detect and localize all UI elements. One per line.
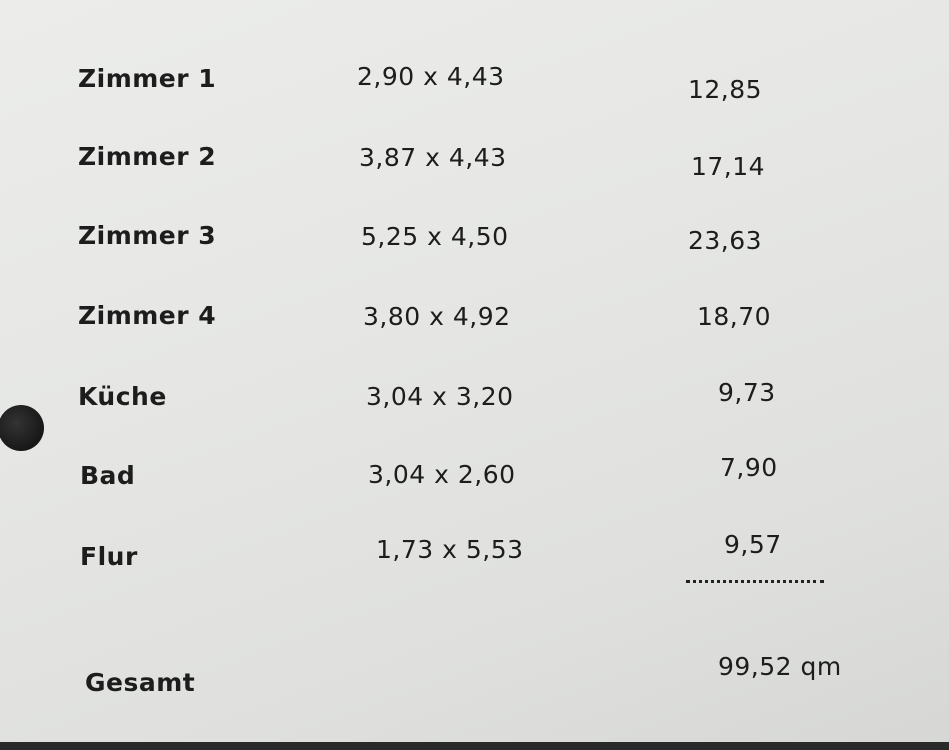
room-label: Flur bbox=[80, 542, 138, 571]
room-dimensions: 3,04 x 2,60 bbox=[368, 460, 516, 489]
punch-hole bbox=[0, 405, 44, 451]
room-area: 17,14 bbox=[691, 152, 766, 181]
room-label: Bad bbox=[80, 461, 136, 490]
room-dimensions: 1,73 x 5,53 bbox=[376, 535, 524, 564]
total-label: Gesamt bbox=[85, 668, 196, 697]
room-dimensions: 5,25 x 4,50 bbox=[361, 222, 509, 251]
room-area: 18,70 bbox=[697, 302, 772, 331]
room-dimensions: 3,87 x 4,43 bbox=[359, 143, 507, 172]
room-area: 7,90 bbox=[720, 453, 778, 482]
page-edge bbox=[0, 742, 949, 750]
room-area: 12,85 bbox=[688, 75, 763, 104]
room-label: Küche bbox=[78, 382, 167, 411]
sum-underline bbox=[686, 580, 824, 583]
room-dimensions: 3,80 x 4,92 bbox=[363, 302, 511, 331]
room-label: Zimmer 3 bbox=[78, 221, 217, 250]
room-area: 23,63 bbox=[688, 226, 763, 255]
room-label: Zimmer 2 bbox=[78, 142, 217, 171]
room-area: 9,57 bbox=[724, 530, 782, 559]
room-dimensions: 3,04 x 3,20 bbox=[366, 382, 514, 411]
room-label: Zimmer 4 bbox=[78, 301, 217, 330]
room-dimensions: 2,90 x 4,43 bbox=[357, 62, 505, 91]
total-value: 99,52 qm bbox=[718, 652, 842, 681]
room-area: 9,73 bbox=[718, 378, 776, 407]
room-label: Zimmer 1 bbox=[78, 64, 217, 93]
